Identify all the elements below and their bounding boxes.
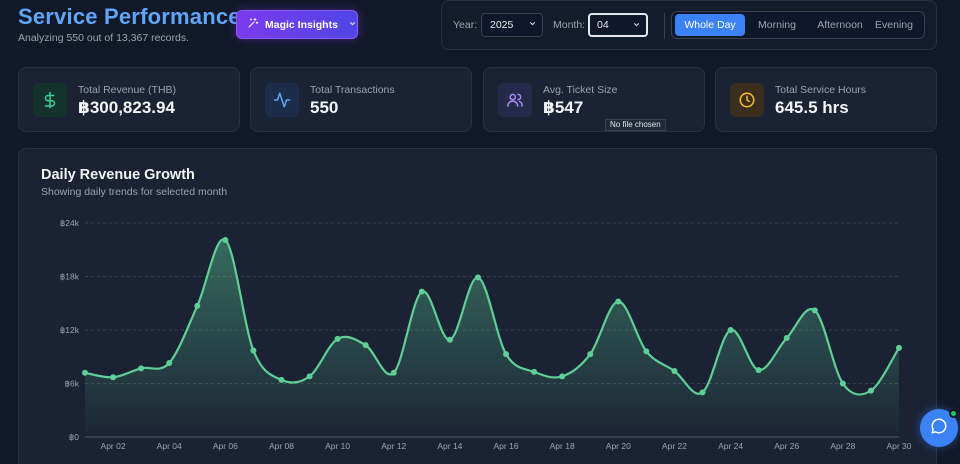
kpi-value: ฿300,823.94 xyxy=(78,98,175,117)
kpi-value: 645.5 hrs xyxy=(775,98,849,117)
kpi-label: Total Service Hours xyxy=(775,84,867,96)
revenue-point xyxy=(671,368,678,375)
revenue-point xyxy=(503,351,510,358)
kpi-card-transactions: Total Transactions 550 xyxy=(250,67,472,132)
revenue-point xyxy=(250,347,257,354)
month-value: 04 xyxy=(597,19,609,31)
year-value: 2025 xyxy=(490,19,514,31)
clock-icon xyxy=(730,83,764,117)
online-status-dot xyxy=(949,409,958,418)
x-tick-label: Apr 24 xyxy=(718,441,743,451)
activity-pulse-icon xyxy=(265,83,299,117)
kpi-label: Avg. Ticket Size xyxy=(543,84,618,96)
filter-divider xyxy=(664,13,665,39)
revenue-point xyxy=(446,336,453,343)
file-tooltip: No file chosen xyxy=(605,119,666,131)
month-label: Month: xyxy=(553,19,586,31)
revenue-point xyxy=(390,369,397,376)
revenue-point xyxy=(334,335,341,342)
kpi-card-avg-ticket: Avg. Ticket Size ฿547 xyxy=(483,67,705,132)
revenue-point xyxy=(559,373,566,380)
revenue-point xyxy=(643,348,650,355)
revenue-point xyxy=(727,327,734,333)
year-select[interactable]: 2025 xyxy=(481,13,543,37)
x-tick-label: Apr 02 xyxy=(101,441,126,451)
segment-whole-day[interactable]: Whole Day xyxy=(675,14,745,36)
revenue-point xyxy=(896,344,902,351)
revenue-area-chart: ฿0 ฿6k ฿12k ฿18k ฿24k Apr 02 Apr 04 Apr 06 Apr 0… xyxy=(60,218,912,451)
x-tick-label: Apr 06 xyxy=(213,441,238,451)
segment-evening[interactable]: Evening xyxy=(875,19,913,31)
revenue-point xyxy=(418,288,425,295)
revenue-point xyxy=(587,351,594,358)
month-select[interactable]: 04 xyxy=(588,13,648,37)
revenue-point xyxy=(839,380,846,387)
revenue-point xyxy=(166,359,173,366)
revenue-point xyxy=(82,369,88,376)
currency-dollar-icon xyxy=(33,83,67,117)
revenue-area-fill xyxy=(85,239,899,437)
revenue-point xyxy=(783,335,790,342)
magic-insights-button[interactable]: Magic Insights xyxy=(236,10,358,39)
revenue-point xyxy=(194,302,201,309)
revenue-point xyxy=(138,365,145,372)
magic-insights-label: Magic Insights xyxy=(265,18,338,31)
page-subtitle: Analyzing 550 out of 13,367 records. xyxy=(18,32,190,44)
kpi-label: Total Transactions xyxy=(310,84,395,96)
revenue-point xyxy=(110,374,117,381)
year-label: Year: xyxy=(453,19,478,31)
x-tick-label: Apr 22 xyxy=(662,441,687,451)
y-tick-label: ฿24k xyxy=(60,218,80,228)
page-title: Service Performance xyxy=(18,4,241,29)
y-tick-label: ฿0 xyxy=(69,432,79,442)
segment-afternoon[interactable]: Afternoon xyxy=(817,19,863,31)
x-tick-label: Apr 04 xyxy=(157,441,182,451)
revenue-point xyxy=(222,236,229,243)
chevron-down-icon xyxy=(632,20,641,31)
users-icon xyxy=(498,83,532,117)
chevron-down-icon xyxy=(348,19,357,30)
time-segment-control: Whole Day Morning Afternoon Evening xyxy=(671,11,925,39)
revenue-point xyxy=(531,368,538,375)
x-tick-label: Apr 28 xyxy=(830,441,855,451)
x-tick-label: Apr 20 xyxy=(606,441,631,451)
x-tick-label: Apr 14 xyxy=(437,441,462,451)
filter-bar: Year: 2025 Month: 04 Whole Day Morning A… xyxy=(441,0,937,50)
x-tick-label: Apr 08 xyxy=(269,441,294,451)
revenue-point xyxy=(867,387,874,394)
revenue-point xyxy=(755,367,762,374)
y-tick-label: ฿12k xyxy=(60,325,80,335)
x-tick-label: Apr 10 xyxy=(325,441,350,451)
x-tick-label: Apr 26 xyxy=(774,441,799,451)
x-tick-label: Apr 18 xyxy=(550,441,575,451)
revenue-point xyxy=(699,389,706,396)
kpi-card-revenue: Total Revenue (THB) ฿300,823.94 xyxy=(18,67,240,132)
revenue-point xyxy=(811,307,818,314)
kpi-value: ฿547 xyxy=(543,98,584,117)
chart-card: Daily Revenue Growth Showing daily trend… xyxy=(18,148,937,464)
x-tick-label: Apr 30 xyxy=(886,441,911,451)
chart-title: Daily Revenue Growth xyxy=(41,167,195,183)
revenue-point xyxy=(474,274,481,281)
kpi-label: Total Revenue (THB) xyxy=(78,84,177,96)
chat-bubble-icon xyxy=(930,417,948,440)
revenue-point xyxy=(615,298,622,305)
y-tick-label: ฿18k xyxy=(60,272,80,282)
chevron-down-icon xyxy=(528,19,537,30)
kpi-card-service-hours: Total Service Hours 645.5 hrs xyxy=(715,67,937,132)
y-tick-label: ฿6k xyxy=(65,379,80,389)
x-tick-label: Apr 12 xyxy=(381,441,406,451)
sparkles-icon xyxy=(247,17,259,32)
kpi-value: 550 xyxy=(310,98,339,117)
segment-morning[interactable]: Morning xyxy=(758,19,796,31)
revenue-point xyxy=(362,342,369,349)
x-tick-label: Apr 16 xyxy=(494,441,519,451)
chart-subtitle: Showing daily trends for selected month xyxy=(41,186,228,198)
revenue-point xyxy=(306,373,313,380)
revenue-point xyxy=(278,376,285,383)
